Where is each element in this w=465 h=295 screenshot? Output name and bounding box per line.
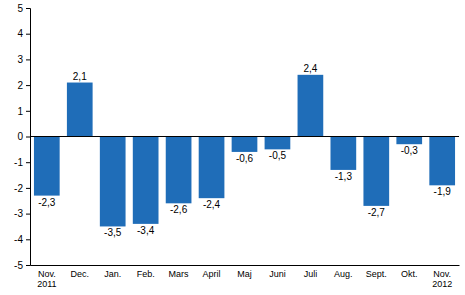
bar (100, 137, 126, 227)
x-tick: Okt. (401, 265, 418, 279)
data-labels: -2,3 2,1 -3,5 -3,4 -2,6 -2,4 -0,6 -0,5 2,4 -1,3 -2… (38, 63, 451, 239)
data-label: -0,5 (269, 150, 287, 161)
y-tick-label: 5 (17, 3, 23, 14)
x-tick: Mars (169, 265, 189, 279)
x-tick-label: Okt. (401, 269, 418, 279)
data-label: -2,6 (170, 204, 188, 215)
y-tick-mark (26, 162, 30, 163)
y-tick-label: -2 (14, 183, 23, 194)
y-tick-mark (26, 59, 30, 60)
x-tick-label: Juni (269, 269, 286, 279)
bar (166, 137, 192, 204)
x-axis-line (31, 265, 460, 266)
y-tick-mark (26, 265, 30, 266)
bar (298, 75, 324, 137)
x-tick-label: Juli (304, 269, 318, 279)
bar (265, 137, 291, 150)
x-tick-label: Nov.2012 (432, 269, 452, 289)
y-tick-mark (26, 34, 30, 35)
bar (199, 137, 225, 199)
y-tick-mark (26, 111, 30, 112)
y-tick-mark (26, 188, 30, 189)
x-tick-label: Jan. (104, 269, 121, 279)
x-tick-label: Sept. (366, 269, 387, 279)
x-tick-label: Feb. (137, 269, 155, 279)
y-tick-label: 2 (17, 80, 23, 91)
chart: -5 -4 -3 -2 -1 0 1 2 3 4 5 Nov.2011 Dec. Jan. Feb. Mars… (0, 0, 465, 295)
data-label: -1,3 (335, 171, 353, 182)
data-label: -0,6 (236, 153, 254, 164)
x-tick: Sept. (366, 265, 387, 279)
y-tick: 4 (17, 28, 30, 39)
x-tick: Dec. (70, 265, 89, 279)
y-tick-label: -5 (14, 260, 23, 271)
x-tick-label: Aug. (334, 269, 353, 279)
y-tick-label: 3 (17, 54, 23, 65)
y-axis-line (26, 9, 31, 266)
bar (429, 137, 455, 186)
y-tick: 0 (17, 131, 30, 142)
bar (133, 137, 159, 224)
data-label: -2,7 (368, 207, 386, 218)
bars (34, 75, 455, 227)
x-tick: Nov.2012 (432, 265, 452, 289)
bar (330, 137, 356, 170)
x-tick-label: Maj (237, 269, 252, 279)
bar (363, 137, 389, 206)
data-label: -1,9 (434, 186, 452, 197)
x-tick: Juli (304, 265, 318, 279)
y-tick: -3 (14, 208, 30, 219)
y-tick: -4 (14, 234, 30, 245)
y-axis: -5 -4 -3 -2 -1 0 1 2 3 4 5 (14, 3, 30, 271)
y-tick-mark (26, 85, 30, 86)
x-tick: Juni (269, 265, 286, 279)
bar (34, 137, 60, 196)
x-tick: April (203, 265, 221, 279)
y-tick-label: -1 (14, 157, 23, 168)
x-tick: Feb. (137, 265, 155, 279)
plot: -5 -4 -3 -2 -1 0 1 2 3 4 5 Nov.2011 Dec. Jan. Feb. Mars… (14, 3, 459, 290)
y-tick-label: 4 (17, 28, 23, 39)
data-label: -2,4 (203, 199, 221, 210)
x-tick-label: Dec. (70, 269, 89, 279)
y-tick: 1 (17, 106, 30, 117)
y-tick: 2 (17, 80, 30, 91)
y-tick-label: 0 (17, 131, 23, 142)
data-label: -3,5 (104, 227, 122, 238)
data-label: -3,4 (137, 225, 155, 236)
y-tick: 5 (17, 3, 30, 14)
y-tick: -1 (14, 157, 30, 168)
y-tick-label: 1 (17, 106, 23, 117)
y-tick-label: -4 (14, 234, 23, 245)
y-tick-mark (26, 239, 30, 240)
x-tick-label: Nov.2011 (37, 269, 56, 289)
data-label: -0,3 (401, 145, 419, 156)
x-tick: Maj (237, 265, 252, 279)
y-tick-mark (26, 8, 30, 9)
y-tick-mark (26, 137, 30, 138)
x-axis: Nov.2011 Dec. Jan. Feb. Mars April Maj Juni Juli… (31, 265, 460, 289)
x-tick: Aug. (334, 265, 353, 279)
bar (67, 83, 93, 137)
y-tick-mark (26, 214, 30, 215)
x-tick: Jan. (104, 265, 121, 279)
x-tick-label: Mars (169, 269, 189, 279)
y-tick: -2 (14, 183, 30, 194)
data-label: 2,4 (303, 63, 317, 74)
bar (232, 137, 258, 152)
x-tick-label: April (203, 269, 221, 279)
zero-line (30, 136, 459, 137)
data-label: -2,3 (38, 197, 56, 208)
y-tick-label: -3 (14, 208, 23, 219)
bar (396, 137, 422, 145)
y-tick: -5 (14, 260, 30, 271)
x-tick: Nov.2011 (37, 265, 56, 289)
data-label: 2,1 (73, 71, 87, 82)
y-tick: 3 (17, 54, 30, 65)
